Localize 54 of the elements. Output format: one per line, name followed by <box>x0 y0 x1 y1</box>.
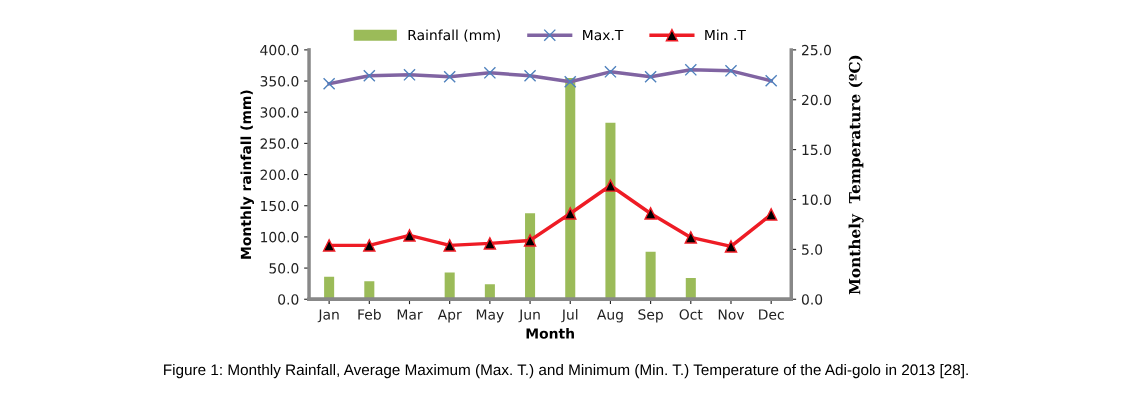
bar <box>645 251 656 300</box>
point <box>644 207 657 220</box>
x-tick-label: Apr <box>437 309 462 323</box>
legend-label: Max.T <box>583 29 624 41</box>
x-tick-label: May <box>476 309 504 323</box>
x-tick-label: Jun <box>518 309 540 323</box>
x-tick-label: Jul <box>561 308 578 323</box>
point <box>764 208 778 221</box>
y-tick-label: 100.0 <box>261 231 299 243</box>
legend-label: Rainfall (mm) <box>408 29 500 42</box>
y-tick-label: 250.0 <box>260 138 299 149</box>
caption: Figure 1: Monthly Rainfall, Average Maximum (Max. T.) and Minimum (Min. T.) Temperature of the Adi-golo in 2013 [28]. <box>164 363 968 379</box>
point <box>403 229 416 242</box>
point <box>322 239 336 252</box>
x-tick-label: Aug <box>596 309 623 323</box>
y-tick-label: 350.0 <box>260 76 299 87</box>
bar <box>484 284 495 300</box>
x-tick-label: Sep <box>638 309 663 323</box>
y-tick-label: 400.0 <box>260 44 299 56</box>
y-axis-title: Monthly rainfall (mm) <box>240 90 254 259</box>
x-axis-title: Month <box>526 327 574 339</box>
y-tick-label: 0.0 <box>278 294 299 305</box>
point <box>443 239 456 252</box>
point <box>563 207 577 220</box>
y2-tick-label: 20.0 <box>802 94 831 106</box>
x-tick-label: Mar <box>397 309 423 320</box>
bar <box>364 281 375 300</box>
x-tick-label: Oct <box>679 309 703 320</box>
y-tick-label: 50.0 <box>269 263 299 274</box>
y-tick-label: 150.0 <box>261 200 299 212</box>
y-tick-label: 300.0 <box>260 107 299 118</box>
point <box>523 234 537 247</box>
y2-tick-label: 5.0 <box>802 244 823 255</box>
y2-tick-label: 0.0 <box>801 294 823 305</box>
point <box>604 179 617 192</box>
point <box>363 239 376 252</box>
point <box>724 240 738 253</box>
y-tick-label: 200.0 <box>260 169 299 181</box>
bar <box>685 278 696 300</box>
bar <box>605 122 616 300</box>
bar <box>324 276 335 300</box>
y2-axis-title: Monthely Temperature (ºC) <box>848 55 864 295</box>
y2-tick-label: 15.0 <box>802 144 831 156</box>
point <box>684 231 698 244</box>
point <box>483 237 497 250</box>
y2-tick-label: 25.0 <box>802 44 831 56</box>
bar <box>565 77 576 300</box>
bar <box>444 272 455 300</box>
x-tick-label: Nov <box>718 309 745 320</box>
legend-label: Min .T <box>705 29 746 41</box>
y2-tick-label: 10.0 <box>802 194 831 205</box>
x-tick-label: Jan <box>317 309 339 323</box>
x-tick-label: Feb <box>358 308 381 320</box>
x-tick-label: Dec <box>759 309 784 320</box>
